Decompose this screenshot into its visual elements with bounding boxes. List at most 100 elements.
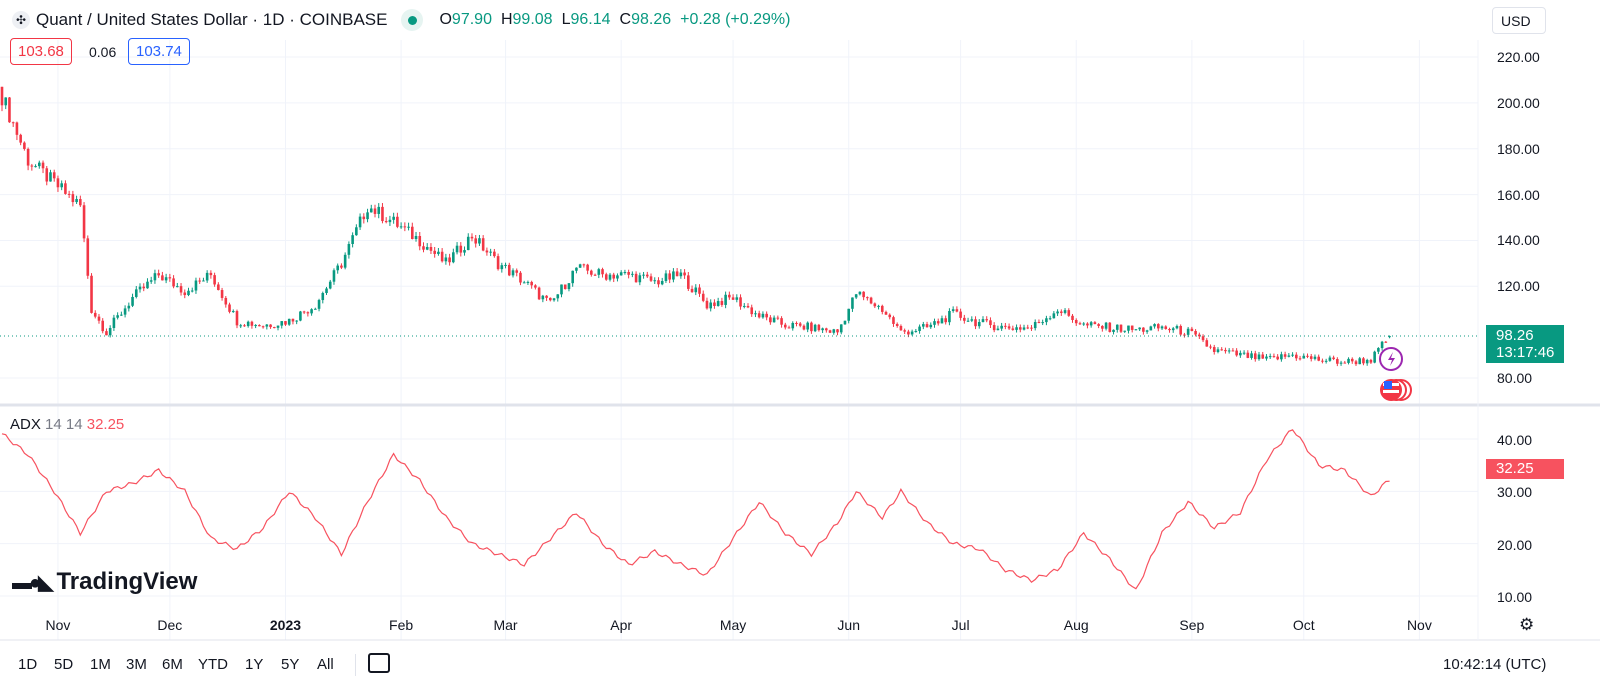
candle: [250, 320, 254, 329]
candle: [172, 275, 175, 289]
candle: [1015, 324, 1018, 333]
candle: [437, 247, 440, 256]
candle: [634, 271, 638, 283]
candle: [914, 328, 918, 333]
candle: [780, 316, 783, 328]
candle: [526, 280, 530, 285]
candle: [1336, 357, 1339, 367]
candle: [716, 297, 720, 307]
candle: [347, 241, 351, 259]
candle: [821, 327, 824, 334]
candle: [940, 315, 944, 324]
candle: [1171, 326, 1175, 333]
tradingview-logo[interactable]: ▬●◣ TradingView: [12, 568, 198, 595]
candle: [276, 325, 280, 331]
candle: [787, 325, 791, 329]
range-button-all[interactable]: All: [317, 656, 334, 673]
candle: [52, 169, 56, 182]
candle: [709, 299, 712, 312]
range-button-1y[interactable]: 1Y: [245, 656, 264, 673]
close-value: 98.26: [631, 11, 672, 28]
lightning-event-icon[interactable]: [1379, 347, 1403, 371]
candle: [49, 169, 52, 182]
candle: [261, 325, 265, 329]
us-flag-events-icon[interactable]: [1380, 379, 1412, 401]
candle: [675, 268, 679, 277]
currency-selector[interactable]: USD: [1492, 7, 1546, 34]
candle: [149, 276, 153, 284]
candle: [56, 175, 60, 192]
settings-icon[interactable]: ⚙: [1519, 615, 1535, 634]
candle: [582, 263, 586, 268]
candle: [1265, 354, 1268, 361]
candle: [123, 305, 127, 318]
candle: [217, 282, 220, 291]
open-value: 97.90: [451, 11, 492, 28]
candle: [287, 318, 291, 326]
candle: [1142, 327, 1145, 335]
indicator-legend[interactable]: ADX 14 14 32.25: [10, 416, 125, 433]
candle: [1365, 358, 1369, 366]
time-tick: Nov: [1406, 617, 1432, 633]
candle: [1332, 355, 1335, 361]
candle: [1261, 351, 1265, 359]
change-value: +0.28 (+0.29%): [680, 11, 791, 28]
candle: [392, 212, 395, 224]
candle: [843, 320, 847, 325]
candle: [366, 208, 369, 223]
range-button-5d[interactable]: 5D: [54, 656, 74, 673]
candle: [698, 284, 701, 297]
candle: [384, 217, 388, 224]
candle: [683, 269, 686, 279]
candle: [746, 303, 750, 309]
candle: [1104, 321, 1108, 331]
candle: [67, 190, 71, 198]
candle: [459, 242, 463, 257]
range-button-1d[interactable]: 1D: [18, 656, 38, 673]
candle: [1071, 314, 1074, 323]
range-button-1m[interactable]: 1M: [90, 656, 111, 673]
buy-button[interactable]: 103.74: [128, 38, 190, 65]
candle: [593, 273, 597, 276]
candle: [754, 310, 757, 318]
candle: [1033, 319, 1037, 331]
candle: [851, 297, 854, 312]
candle: [877, 304, 880, 310]
candle: [1362, 357, 1365, 366]
candle: [1250, 350, 1253, 360]
range-button-3m[interactable]: 3M: [126, 656, 147, 673]
candle: [847, 308, 851, 324]
market-status-icon[interactable]: [401, 9, 424, 31]
candle: [817, 323, 821, 332]
candle: [1101, 325, 1104, 332]
candle: [134, 286, 138, 299]
range-button-ytd[interactable]: YTD: [198, 656, 228, 673]
utc-clock[interactable]: 10:42:14 (UTC): [1443, 656, 1547, 673]
time-tick: Sep: [1179, 617, 1205, 633]
candle: [1093, 321, 1097, 325]
candle: [246, 320, 250, 328]
candle: [269, 324, 272, 329]
candle: [64, 180, 67, 195]
candle: [198, 277, 201, 284]
candle: [302, 310, 306, 315]
candle: [299, 310, 302, 322]
time-tick: May: [719, 617, 747, 633]
candle: [802, 324, 806, 331]
sell-button[interactable]: 103.68: [10, 38, 72, 65]
candle: [164, 273, 168, 284]
candle: [317, 298, 321, 312]
range-button-6m[interactable]: 6M: [162, 656, 183, 673]
candle: [388, 215, 392, 226]
candle: [739, 294, 742, 310]
candle: [974, 316, 977, 330]
range-button-5y[interactable]: 5Y: [281, 656, 300, 673]
candle: [1339, 360, 1343, 366]
date-range-calendar-icon[interactable]: [368, 653, 390, 673]
candle: [1041, 319, 1044, 326]
candle: [578, 263, 582, 268]
candle: [552, 297, 556, 302]
symbol-title[interactable]: Quant / United States Dollar · 1D · COIN…: [36, 10, 388, 29]
price-tick: 120.00: [1497, 278, 1540, 295]
